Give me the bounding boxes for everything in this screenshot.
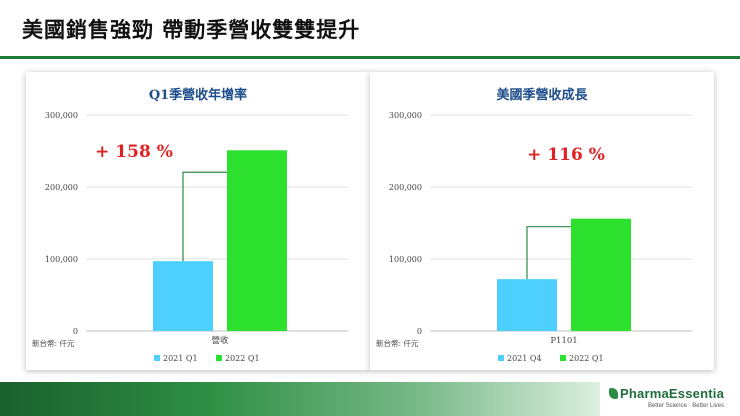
- legend-swatch: [154, 355, 160, 361]
- x-category-label: 營收: [211, 335, 229, 346]
- y-tick-label: 300,000: [389, 111, 422, 120]
- y-tick-label: 300,000: [45, 111, 78, 120]
- unit-label: 新台幣: 仟元: [32, 338, 75, 348]
- unit-label: 新台幣: 仟元: [376, 338, 419, 348]
- chart-us-growth: 美國季營收成長 0 100,000 200,000 300,000 + 116 % P110…: [376, 87, 692, 363]
- x-category-label: P1101: [550, 336, 577, 346]
- growth-connector: [526, 226, 571, 280]
- growth-connector: [182, 171, 227, 262]
- chart-panel-us-growth: 美國季營收成長 0 100,000 200,000 300,000 + 116 % P110…: [370, 72, 714, 370]
- y-tick-label: 0: [73, 327, 78, 336]
- growth-annotation: + 116 %: [527, 145, 605, 165]
- y-tick-label: 100,000: [45, 255, 78, 264]
- company-logo: PharmaEssentia Better Science · Better L…: [604, 386, 724, 414]
- bar-2021-q4: [497, 279, 557, 331]
- legend-swatch: [560, 355, 566, 361]
- bar-2021-q1: [153, 261, 213, 331]
- y-tick-label: 200,000: [45, 183, 78, 192]
- legend-label: 2022 Q1: [569, 354, 604, 363]
- bar-2022-q1: [227, 150, 287, 331]
- chart-panel-q1-yoy: Q1季營收年增率 0 100,000 200,000 300,000 + 158 % 營收 新…: [26, 72, 370, 370]
- chart-title: Q1季營收年增率: [149, 87, 247, 103]
- y-tick-label: 100,000: [389, 255, 422, 264]
- y-tick-label: 200,000: [389, 183, 422, 192]
- legend-label: 2022 Q1: [225, 354, 260, 363]
- title-divider: [0, 56, 740, 59]
- growth-annotation: + 158 %: [95, 142, 173, 162]
- footer-band: [0, 382, 600, 416]
- slide-title: 美國銷售強勁 帶動季營收雙雙提升: [22, 18, 361, 42]
- chart-q1-yoy: Q1季營收年增率 0 100,000 200,000 300,000 + 158 % 營收 新…: [32, 87, 348, 363]
- legend-label: 2021 Q1: [163, 354, 198, 363]
- logo-tagline: Better Science · Better Lives: [647, 403, 724, 409]
- legend-label: 2021 Q4: [507, 354, 542, 363]
- legend-swatch: [216, 355, 222, 361]
- logo-name: PharmaEssentia: [609, 386, 724, 401]
- bar-2022-q1: [571, 218, 631, 331]
- y-tick-label: 0: [417, 327, 422, 336]
- legend-swatch: [498, 355, 504, 361]
- chart-title: 美國季營收成長: [496, 87, 588, 103]
